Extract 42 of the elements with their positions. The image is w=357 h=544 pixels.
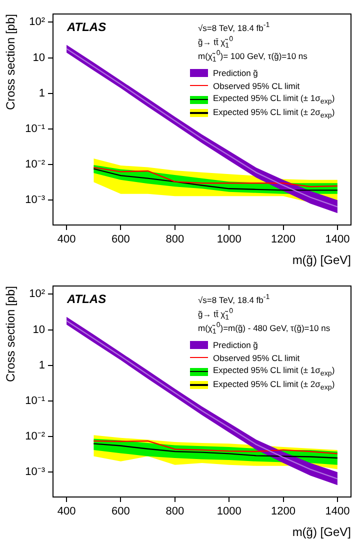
y-tick-label: 10 bbox=[32, 324, 45, 336]
annotation: m(χ̃$_{1}$$^{0}$)=m(g̃) - 480 GeV, τ(g̃)=10 ns bbox=[198, 320, 330, 338]
annotation: √s=8 TeV, 18.4 fb$^{-1}$ bbox=[198, 20, 270, 34]
legend-label: Expected 95% CL limit (± 2σ$_{exp}$) bbox=[213, 378, 335, 392]
legend-label: Expected 95% CL limit (± 2σ$_{exp}$) bbox=[213, 106, 335, 120]
x-tick-label: 600 bbox=[112, 506, 130, 518]
y-tick-label: 10⁻³ bbox=[25, 194, 46, 206]
y-tick-label: 10⁻¹ bbox=[25, 122, 46, 135]
annotation: √s=8 TeV, 18.4 fb$^{-1}$ bbox=[198, 292, 270, 306]
y-tick-label: 10⁻² bbox=[25, 158, 46, 171]
y-tick-label: 10 bbox=[32, 52, 45, 64]
x-axis-title: m(g̃) [GeV] bbox=[292, 525, 351, 540]
x-tick-label: 1200 bbox=[271, 234, 296, 246]
y-axis-title: Cross section [pb] bbox=[4, 14, 18, 110]
legend-label: Observed 95% CL limit bbox=[213, 81, 300, 92]
y-tick-label: 10² bbox=[29, 16, 46, 28]
y-tick-label: 10⁻² bbox=[25, 430, 46, 443]
x-tick-label: 400 bbox=[57, 506, 76, 518]
legend-label: Prediction g̃ bbox=[213, 68, 258, 78]
y-tick-label: 10⁻³ bbox=[25, 466, 46, 478]
x-tick-label: 800 bbox=[166, 506, 184, 518]
annotation: ATLAS bbox=[67, 20, 106, 34]
y-tick-label: 1 bbox=[38, 359, 45, 372]
y-tick-label: 10⁻¹ bbox=[25, 394, 46, 407]
x-tick-label: 400 bbox=[57, 234, 76, 246]
annotation: ATLAS bbox=[67, 292, 106, 306]
x-tick-label: 1400 bbox=[325, 234, 350, 246]
y-tick-label: 10² bbox=[29, 288, 46, 300]
legend-label: Prediction g̃ bbox=[213, 340, 258, 350]
x-tick-label: 1000 bbox=[216, 506, 242, 518]
x-tick-label: 1000 bbox=[216, 234, 242, 246]
annotation: m(χ̃$_{1}$$^{0}$)= 100 GeV, τ(g̃)=10 ns bbox=[198, 48, 308, 66]
x-axis-title: m(g̃) [GeV] bbox=[292, 253, 351, 268]
y-axis-title: Cross section [pb] bbox=[4, 286, 18, 382]
legend-label: Expected 95% CL limit (± 1σ$_{exp}$) bbox=[213, 365, 335, 378]
x-tick-label: 1200 bbox=[271, 506, 296, 518]
x-tick-label: 1400 bbox=[325, 506, 350, 518]
legend-label: Expected 95% CL limit (± 1σ$_{exp}$) bbox=[213, 93, 335, 106]
y-tick-label: 1 bbox=[38, 87, 45, 100]
x-tick-label: 800 bbox=[166, 234, 184, 246]
x-tick-label: 600 bbox=[112, 234, 130, 246]
legend-label: Observed 95% CL limit bbox=[213, 353, 300, 364]
